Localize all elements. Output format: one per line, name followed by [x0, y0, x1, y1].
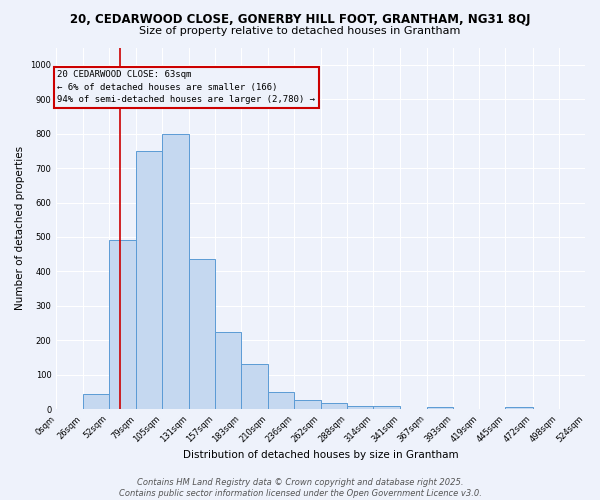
Bar: [427, 407, 453, 409]
Bar: [347, 406, 373, 409]
Bar: [373, 406, 400, 409]
X-axis label: Distribution of detached houses by size in Grantham: Distribution of detached houses by size …: [183, 450, 458, 460]
Y-axis label: Number of detached properties: Number of detached properties: [15, 146, 25, 310]
Bar: [321, 404, 347, 409]
Text: Size of property relative to detached houses in Grantham: Size of property relative to detached ho…: [139, 26, 461, 36]
Bar: [215, 332, 241, 409]
Bar: [163, 134, 188, 409]
Text: 20, CEDARWOOD CLOSE, GONERBY HILL FOOT, GRANTHAM, NG31 8QJ: 20, CEDARWOOD CLOSE, GONERBY HILL FOOT, …: [70, 12, 530, 26]
Bar: [83, 394, 109, 409]
Bar: [295, 400, 321, 409]
Bar: [505, 407, 533, 409]
Bar: [109, 240, 136, 409]
Text: Contains HM Land Registry data © Crown copyright and database right 2025.
Contai: Contains HM Land Registry data © Crown c…: [119, 478, 481, 498]
Bar: [241, 364, 268, 409]
Bar: [268, 392, 295, 409]
Bar: [188, 260, 215, 409]
Bar: [136, 151, 163, 409]
Text: 20 CEDARWOOD CLOSE: 63sqm
← 6% of detached houses are smaller (166)
94% of semi-: 20 CEDARWOOD CLOSE: 63sqm ← 6% of detach…: [58, 70, 316, 104]
